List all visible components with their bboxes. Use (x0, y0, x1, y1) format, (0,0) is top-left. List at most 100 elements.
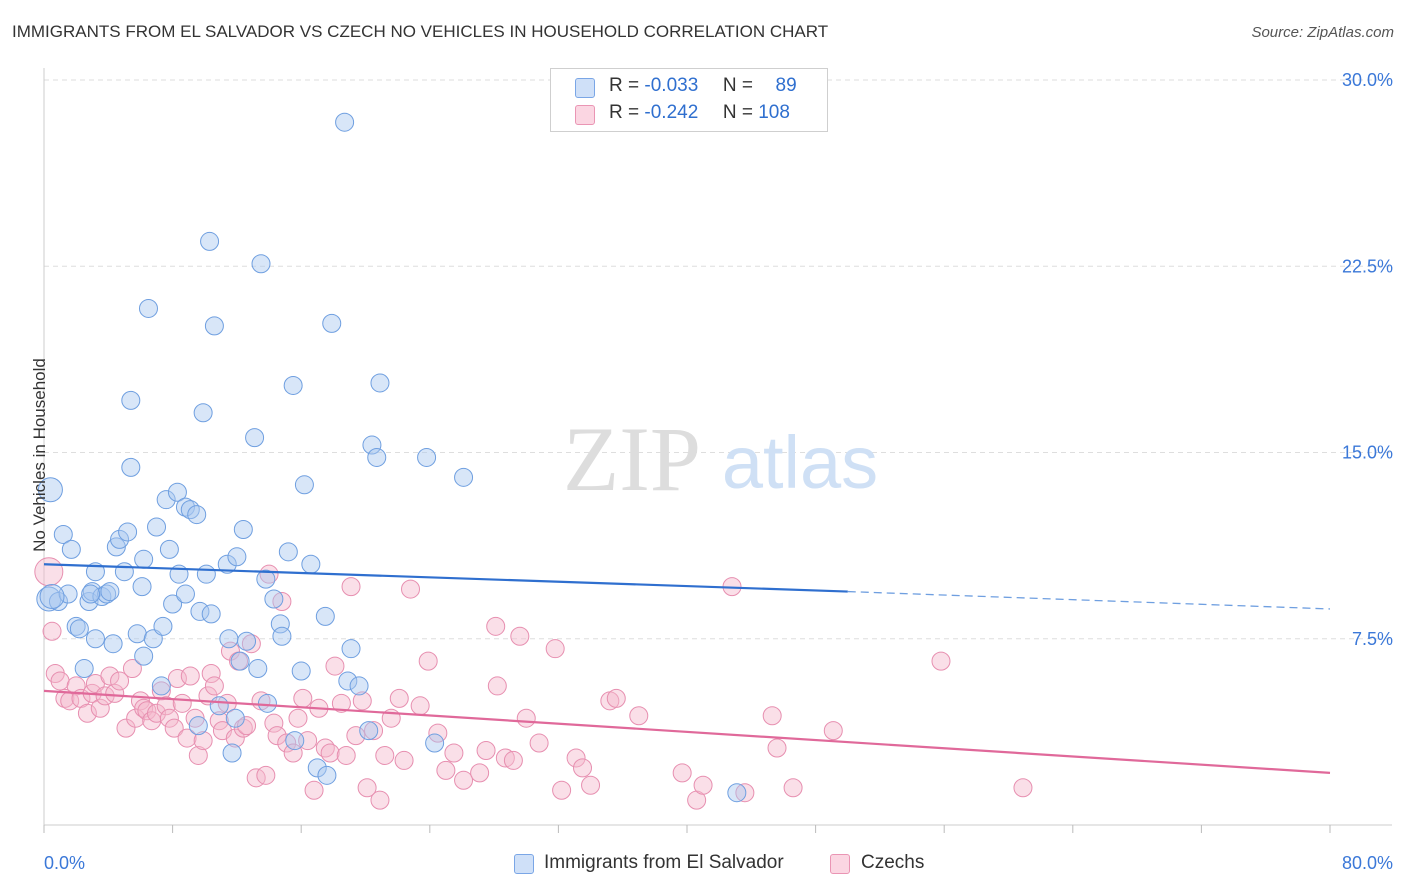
legend-r-value: -0.033 (644, 75, 699, 96)
czechs-point (566, 748, 586, 768)
czechs-point (693, 775, 713, 795)
el-salvador-point (219, 629, 239, 649)
el-salvador-point (225, 708, 245, 728)
czechs-point (346, 726, 366, 746)
el-salvador-point (153, 616, 173, 636)
el-salvador-point (66, 616, 86, 636)
el-salvador-point (132, 577, 152, 597)
watermark: ZIP atlas (563, 408, 878, 510)
czechs-point (188, 745, 208, 765)
czechs-point (1013, 778, 1033, 798)
x-tick-label: 80.0% (1342, 853, 1393, 873)
czechs-point (394, 750, 414, 770)
bottom-legend-label-blue: Immigrants from El Salvador (544, 852, 784, 873)
czechs-point (90, 698, 110, 718)
czechs-point (629, 706, 649, 726)
czechs-point (735, 783, 755, 803)
el-salvador-point (230, 651, 250, 671)
el-salvador-point (121, 390, 141, 410)
legend-n-value: 108 (758, 102, 790, 123)
el-salvador-point (200, 231, 220, 251)
czechs-point (220, 641, 240, 661)
el-salvador-point (217, 554, 237, 574)
legend-row-pink: R = -0.242 N = 108 (609, 102, 790, 124)
el-salvador-point (285, 731, 305, 751)
y-tick-label: 7.5% (1352, 629, 1393, 649)
el-salvador-point (103, 634, 123, 654)
czechs-point (672, 763, 692, 783)
czechs-point (476, 741, 496, 760)
czechs-point (172, 693, 192, 713)
czechs-point (193, 731, 213, 751)
czechs-point (823, 721, 843, 741)
y-tick-label: 15.0% (1342, 443, 1393, 463)
el-salvador-point (209, 696, 229, 716)
czechs-point (470, 763, 490, 783)
czechs-point (931, 651, 951, 671)
czechs-point (66, 676, 86, 696)
el-salvador-point (417, 447, 437, 467)
x-tick-label: 0.0% (44, 853, 85, 873)
el-salvador-point (283, 375, 303, 395)
czechs-point (436, 760, 456, 780)
legend-swatch-blue (575, 78, 595, 98)
el-salvador-point (315, 606, 335, 626)
el-salvador-point (362, 435, 382, 455)
czechs-point (325, 656, 345, 676)
czechs-point (77, 703, 97, 723)
czechs-point (259, 564, 279, 584)
czechs-point (256, 765, 276, 785)
el-salvador-point (349, 676, 369, 696)
czechs-point (487, 676, 507, 696)
y-tick-label: 22.5% (1342, 256, 1393, 276)
czechs-point (126, 708, 146, 728)
bottom-legend-label-pink: Czechs (861, 852, 925, 873)
el-salvador-point (190, 601, 210, 621)
y-tick-label: 30.0% (1342, 70, 1393, 90)
chart-title: IMMIGRANTS FROM EL SALVADOR VS CZECH NO … (12, 22, 829, 41)
czechs-point (267, 726, 287, 746)
el-salvador-point (134, 549, 154, 569)
tick-labels: 7.5% 15.0% 22.5% 30.0% 0.0% 80.0% (44, 70, 1393, 873)
czechs-point (151, 681, 171, 701)
el-salvador-point (727, 783, 747, 803)
czechs-point (304, 780, 324, 800)
czechs-point (164, 718, 184, 738)
el-salvador-point (341, 639, 361, 659)
czechs-point (410, 696, 430, 716)
czechs-point (105, 683, 125, 703)
czechs-point (147, 703, 167, 723)
el-salvador-point (85, 629, 105, 649)
el-salvador-point (175, 497, 195, 517)
czechs-point (370, 790, 390, 810)
czechs-point (225, 728, 245, 748)
legend-n-value: 89 (775, 75, 797, 96)
czechs-point (272, 592, 292, 611)
czechs-point (283, 743, 303, 763)
el-salvador-point (138, 298, 158, 318)
czechs-point (375, 745, 395, 765)
czechs-point (418, 651, 438, 671)
czechs-point (264, 713, 284, 733)
czechs-point (336, 745, 356, 765)
el-salvador-point (118, 522, 138, 542)
el-salvador-point (248, 659, 268, 679)
czechs-point (510, 626, 530, 646)
czechs-point (389, 688, 409, 708)
czechs-point (552, 780, 572, 800)
czechs-point (529, 733, 549, 753)
legend-r-label: R = (609, 75, 640, 96)
el-salvador-point (196, 564, 216, 584)
czechs-point (42, 621, 62, 641)
watermark-zip: ZIP (563, 408, 701, 510)
el-salvador-point (110, 529, 130, 549)
czechs-point (783, 778, 803, 798)
stats-legend: R = -0.033 N = 89 R = -0.242 N = 108 (550, 68, 828, 132)
el-salvador-point (454, 467, 474, 487)
czechs-point (156, 696, 176, 716)
czechs-point (516, 708, 536, 728)
czechs-point (233, 718, 253, 738)
el-salvador-point (317, 765, 337, 785)
czechs-point (331, 693, 351, 713)
czechs-point (364, 721, 384, 741)
